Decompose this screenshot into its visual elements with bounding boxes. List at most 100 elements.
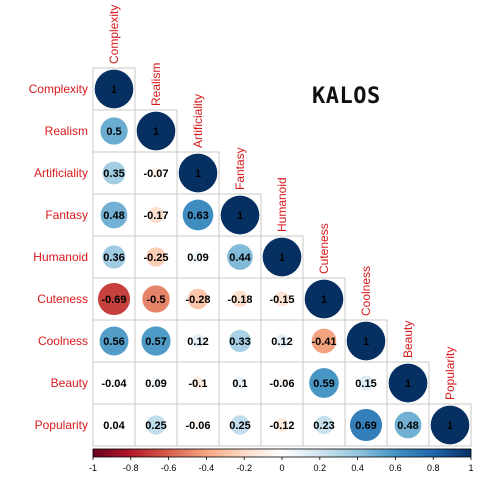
correlation-value: 1 [279,252,285,264]
correlation-value: -0.25 [143,252,168,264]
correlation-value: -0.5 [147,294,166,306]
correlation-circle [191,376,205,390]
correlation-circle [231,290,249,308]
correlation-circle [97,282,131,316]
correlation-value: -0.12 [269,420,294,432]
correlation-circle [110,421,118,429]
colorbar-tick-label: -0.8 [123,463,139,473]
row-label: Complexity [29,82,88,96]
colorbar-tick-label: 0.8 [427,463,440,473]
correlation-circle [193,420,203,430]
column-label: Complexity [107,5,121,64]
correlation-value: 0.69 [355,420,376,432]
correlation-circle [99,326,129,356]
correlation-value: -0.04 [101,378,127,390]
correlation-value: 0.59 [313,378,334,390]
correlation-circle [187,288,209,310]
correlation-value: 1 [153,126,159,138]
correlation-value: -0.06 [269,378,294,390]
correlation-circle [220,195,260,235]
correlation-circle [304,279,344,319]
correlation-value: 0.12 [271,336,292,348]
row-label: Coolness [38,334,88,348]
correlation-value: 1 [363,336,369,348]
column-label: Artificiality [191,94,205,148]
column-label: Fantasy [233,147,247,190]
correlation-value: 1 [447,420,453,432]
correlation-value: -0.06 [185,420,210,432]
correlation-circle [233,376,247,390]
row-label: Popularity [35,418,88,432]
correlation-value: -0.17 [143,210,168,222]
correlation-value: 0.44 [229,252,251,264]
correlation-circle [388,363,428,403]
colorbar-tick-label: 1 [468,463,473,473]
correlation-circle [192,251,204,263]
correlation-value: 0.5 [106,126,121,138]
correlation-value: 1 [237,210,243,222]
correlation-circle [275,418,289,432]
row-label: Humanoid [33,250,88,264]
correlation-value: 0.09 [187,252,208,264]
colorbar-tick-label: -0.4 [199,463,215,473]
correlation-circle [262,237,302,277]
correlation-circle [142,285,170,313]
correlation-value: 0.57 [145,336,166,348]
correlation-value: 1 [195,168,201,180]
correlation-value: 0.33 [229,336,250,348]
row-label: Beauty [51,376,88,390]
colorbar [92,448,472,458]
row-label: Artificiality [34,166,88,180]
correlation-value: 1 [321,294,327,306]
grid-cell [428,403,472,447]
correlation-circle [311,328,337,354]
row-label: Fantasy [45,208,88,222]
correlation-circle [178,153,218,193]
correlation-circle [309,368,339,398]
correlation-circle [94,69,134,109]
correlation-circle [277,378,287,388]
correlation-value: -0.07 [143,168,168,180]
correlation-value: 0.04 [103,420,125,432]
correlation-circle [100,201,128,229]
correlation-value: 0.48 [103,210,124,222]
correlation-circle [102,161,126,185]
column-label: Coolness [359,266,373,316]
colorbar-tick-label: 0.4 [351,463,364,473]
correlation-circle [102,245,126,269]
colorbar-tick-label: -0.2 [236,463,252,473]
correlation-value: 0.09 [145,378,166,390]
correlation-value: 0.63 [187,210,208,222]
correlation-circle [394,411,422,439]
colorbar-tick-label: 0.6 [389,463,402,473]
correlation-circle [358,375,374,391]
correlation-circle [148,207,164,223]
correlation-value: 0.25 [145,420,166,432]
correlation-value: 0.48 [397,420,418,432]
correlation-circle [150,167,162,179]
colorbar-tick-label: 0 [279,463,284,473]
correlation-circle [141,326,171,356]
column-label: Humanoid [275,177,289,232]
correlation-circle [346,321,386,361]
correlation-circle [146,247,166,267]
column-label: Popularity [443,347,457,400]
correlation-value: 0.12 [187,336,208,348]
correlation-value: -0.41 [311,336,336,348]
correlation-circle [314,415,334,435]
correlation-circle [100,117,128,145]
correlation-value: -0.28 [185,294,210,306]
correlation-value: 0.56 [103,336,124,348]
correlation-value: 1 [405,378,411,390]
correlation-circle [230,415,250,435]
correlation-circle [274,291,290,307]
correlation-circle [349,408,383,442]
correlation-value: -0.18 [227,294,252,306]
correlation-circle [146,415,166,435]
correlation-value: 1 [111,84,117,96]
correlation-circle [150,377,162,389]
correlation-circle [191,334,205,348]
correlation-value: 0.23 [313,420,334,432]
correlation-circle [110,379,118,387]
